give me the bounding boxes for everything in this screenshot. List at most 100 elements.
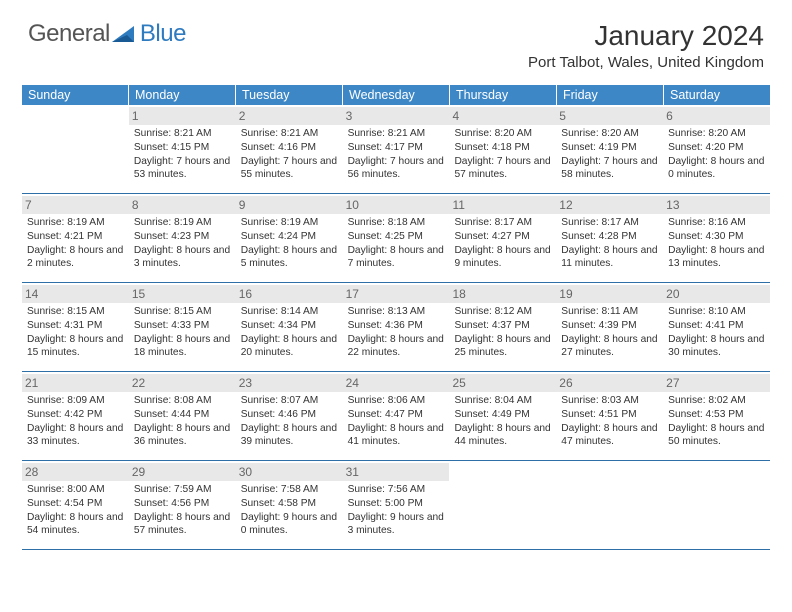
day-cell: 16 Sunrise: 8:14 AMSunset: 4:34 PMDayligh… <box>236 283 343 371</box>
weekday-header-cell: Tuesday <box>236 85 343 105</box>
header: General Blue January 2024 Port Talbot, W… <box>0 0 792 79</box>
day-number: 26 <box>556 374 663 392</box>
weekday-header-cell: Thursday <box>450 85 557 105</box>
day-number: 13 <box>663 196 770 214</box>
day-number: 1 <box>129 107 236 125</box>
day-cell: 3 Sunrise: 8:21 AMSunset: 4:17 PMDaylight… <box>343 105 450 193</box>
day-number: 8 <box>129 196 236 214</box>
day-cell: 30Sunrise: 7:58 AMSunset: 4:58 PMDayligh… <box>236 461 343 549</box>
day-body: Sunrise: 8:13 AMSunset: 4:36 PMDaylight:… <box>347 305 446 360</box>
day-body: Sunrise: 8:19 AMSunset: 4:23 PMDaylight:… <box>133 216 232 271</box>
day-number: 20 <box>663 285 770 303</box>
day-body: Sunrise: 8:17 AMSunset: 4:28 PMDaylight:… <box>560 216 659 271</box>
day-body: Sunrise: 8:19 AMSunset: 4:24 PMDaylight:… <box>240 216 339 271</box>
day-body: Sunrise: 7:59 AMSunset: 4:56 PMDaylight:… <box>133 483 232 538</box>
day-cell: 22 Sunrise: 8:08 AMSunset: 4:44 PMDayligh… <box>129 372 236 460</box>
day-cell: 11Sunrise: 8:17 AMSunset: 4:27 PMDayligh… <box>449 194 556 282</box>
day-body: Sunrise: 8:08 AMSunset: 4:44 PMDaylight:… <box>133 394 232 449</box>
day-number: 21 <box>22 374 129 392</box>
day-body: Sunrise: 8:06 AMSunset: 4:47 PMDaylight:… <box>347 394 446 449</box>
day-body: Sunrise: 8:14 AMSunset: 4:34 PMDaylight:… <box>240 305 339 360</box>
day-number: 15 <box>129 285 236 303</box>
day-body: Sunrise: 8:11 AMSunset: 4:39 PMDaylight:… <box>560 305 659 360</box>
day-cell: 6 Sunrise: 8:20 AMSunset: 4:20 PMDaylight… <box>663 105 770 193</box>
day-cell <box>22 105 129 193</box>
location-text: Port Talbot, Wales, United Kingdom <box>528 54 764 71</box>
day-number: 28 <box>22 463 129 481</box>
calendar-body: 1 Sunrise: 8:21 AMSunset: 4:15 PMDaylight… <box>22 105 770 550</box>
day-cell: 14Sunrise: 8:15 AMSunset: 4:31 PMDayligh… <box>22 283 129 371</box>
day-body: Sunrise: 8:09 AMSunset: 4:42 PMDaylight:… <box>26 394 125 449</box>
day-number: 24 <box>343 374 450 392</box>
day-body: Sunrise: 8:12 AMSunset: 4:37 PMDaylight:… <box>453 305 552 360</box>
day-body: Sunrise: 8:07 AMSunset: 4:46 PMDaylight:… <box>240 394 339 449</box>
day-number: 7 <box>22 196 129 214</box>
logo-text-blue: Blue <box>140 20 186 48</box>
day-number: 29 <box>129 463 236 481</box>
logo: General Blue <box>28 20 186 48</box>
week-row: 7 Sunrise: 8:19 AMSunset: 4:21 PMDaylight… <box>22 194 770 283</box>
day-number: 9 <box>236 196 343 214</box>
day-cell: 12 Sunrise: 8:17 AMSunset: 4:28 PMDayligh… <box>556 194 663 282</box>
day-number: 16 <box>236 285 343 303</box>
day-number: 17 <box>343 285 450 303</box>
day-cell: 9 Sunrise: 8:19 AMSunset: 4:24 PMDaylight… <box>236 194 343 282</box>
day-cell: 20Sunrise: 8:10 AMSunset: 4:41 PMDayligh… <box>663 283 770 371</box>
day-number: 10 <box>343 196 450 214</box>
day-cell: 7 Sunrise: 8:19 AMSunset: 4:21 PMDaylight… <box>22 194 129 282</box>
day-number: 3 <box>343 107 450 125</box>
day-cell <box>556 461 663 549</box>
day-body: Sunrise: 8:21 AMSunset: 4:15 PMDaylight:… <box>133 127 232 182</box>
weekday-header-cell: Wednesday <box>343 85 450 105</box>
logo-triangle-icon <box>112 24 138 49</box>
day-body: Sunrise: 8:19 AMSunset: 4:21 PMDaylight:… <box>26 216 125 271</box>
day-number: 25 <box>449 374 556 392</box>
day-cell: 8 Sunrise: 8:19 AMSunset: 4:23 PMDaylight… <box>129 194 236 282</box>
day-number: 19 <box>556 285 663 303</box>
day-number: 27 <box>663 374 770 392</box>
day-cell <box>663 461 770 549</box>
day-cell: 23 Sunrise: 8:07 AMSunset: 4:46 PMDayligh… <box>236 372 343 460</box>
day-cell: 13 Sunrise: 8:16 AMSunset: 4:30 PMDayligh… <box>663 194 770 282</box>
title-block: January 2024 Port Talbot, Wales, United … <box>528 20 764 71</box>
day-cell: 18 Sunrise: 8:12 AMSunset: 4:37 PMDayligh… <box>449 283 556 371</box>
day-cell: 21 Sunrise: 8:09 AMSunset: 4:42 PMDayligh… <box>22 372 129 460</box>
day-cell: 26 Sunrise: 8:03 AMSunset: 4:51 PMDayligh… <box>556 372 663 460</box>
day-cell: 28 Sunrise: 8:00 AMSunset: 4:54 PMDayligh… <box>22 461 129 549</box>
day-number: 31 <box>343 463 450 481</box>
day-body: Sunrise: 8:00 AMSunset: 4:54 PMDaylight:… <box>26 483 125 538</box>
day-cell: 5Sunrise: 8:20 AMSunset: 4:19 PMDaylight… <box>556 105 663 193</box>
day-cell: 31Sunrise: 7:56 AMSunset: 5:00 PMDayligh… <box>343 461 450 549</box>
day-body: Sunrise: 8:16 AMSunset: 4:30 PMDaylight:… <box>667 216 766 271</box>
month-title: January 2024 <box>528 20 764 52</box>
day-cell: 24 Sunrise: 8:06 AMSunset: 4:47 PMDayligh… <box>343 372 450 460</box>
day-cell: 29 Sunrise: 7:59 AMSunset: 4:56 PMDayligh… <box>129 461 236 549</box>
day-number: 6 <box>663 107 770 125</box>
weekday-header-cell: Friday <box>557 85 664 105</box>
calendar: SundayMondayTuesdayWednesdayThursdayFrid… <box>22 85 770 550</box>
day-number: 4 <box>449 107 556 125</box>
day-body: Sunrise: 8:03 AMSunset: 4:51 PMDaylight:… <box>560 394 659 449</box>
day-body: Sunrise: 8:20 AMSunset: 4:19 PMDaylight:… <box>560 127 659 182</box>
weekday-header-cell: Saturday <box>664 85 770 105</box>
day-cell: 25Sunrise: 8:04 AMSunset: 4:49 PMDayligh… <box>449 372 556 460</box>
day-body: Sunrise: 8:20 AMSunset: 4:20 PMDaylight:… <box>667 127 766 182</box>
day-body: Sunrise: 8:20 AMSunset: 4:18 PMDaylight:… <box>453 127 552 182</box>
day-cell: 10 Sunrise: 8:18 AMSunset: 4:25 PMDayligh… <box>343 194 450 282</box>
day-body: Sunrise: 8:21 AMSunset: 4:17 PMDaylight:… <box>347 127 446 182</box>
week-row: 1 Sunrise: 8:21 AMSunset: 4:15 PMDaylight… <box>22 105 770 194</box>
logo-text-general: General <box>28 20 110 48</box>
day-cell: 4 Sunrise: 8:20 AMSunset: 4:18 PMDaylight… <box>449 105 556 193</box>
day-cell: 1 Sunrise: 8:21 AMSunset: 4:15 PMDaylight… <box>129 105 236 193</box>
day-number: 14 <box>22 285 129 303</box>
day-number: 12 <box>556 196 663 214</box>
day-body: Sunrise: 8:18 AMSunset: 4:25 PMDaylight:… <box>347 216 446 271</box>
day-cell: 2Sunrise: 8:21 AMSunset: 4:16 PMDaylight… <box>236 105 343 193</box>
week-row: 14Sunrise: 8:15 AMSunset: 4:31 PMDayligh… <box>22 283 770 372</box>
day-number: 23 <box>236 374 343 392</box>
day-number: 18 <box>449 285 556 303</box>
week-row: 28 Sunrise: 8:00 AMSunset: 4:54 PMDayligh… <box>22 461 770 550</box>
weekday-header-cell: Monday <box>129 85 236 105</box>
day-number: 22 <box>129 374 236 392</box>
day-cell: 19 Sunrise: 8:11 AMSunset: 4:39 PMDayligh… <box>556 283 663 371</box>
